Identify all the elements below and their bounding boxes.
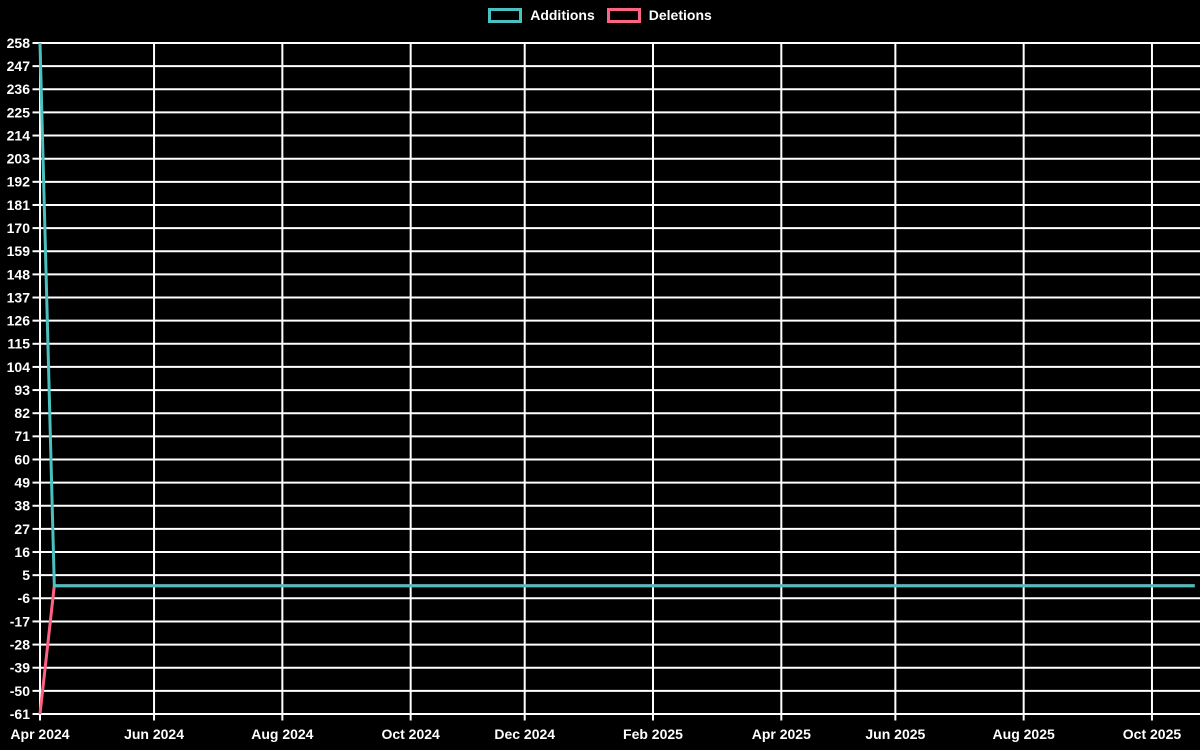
svg-text:236: 236 [7,81,31,97]
svg-text:38: 38 [14,498,30,514]
legend-item-deletions[interactable]: Deletions [606,7,712,23]
svg-text:-50: -50 [10,683,30,699]
deletions-swatch-icon [606,8,641,23]
svg-text:247: 247 [7,58,31,74]
svg-text:Feb 2025: Feb 2025 [623,726,683,742]
svg-text:126: 126 [7,313,31,329]
svg-text:16: 16 [14,544,30,560]
svg-text:-6: -6 [18,590,31,606]
additions-swatch-icon [488,8,523,23]
svg-text:Aug 2024: Aug 2024 [251,726,313,742]
svg-text:82: 82 [14,405,30,421]
svg-text:5: 5 [22,567,30,583]
svg-text:49: 49 [14,475,30,491]
svg-text:192: 192 [7,174,31,190]
svg-text:Jun 2024: Jun 2024 [124,726,184,742]
svg-text:71: 71 [14,428,30,444]
svg-text:203: 203 [7,151,31,167]
legend-label-additions: Additions [530,7,595,23]
svg-text:Oct 2024: Oct 2024 [381,726,440,742]
svg-text:148: 148 [7,266,31,282]
svg-text:Jun 2025: Jun 2025 [865,726,925,742]
svg-text:-28: -28 [10,636,30,652]
legend-item-additions[interactable]: Additions [488,8,595,23]
svg-text:170: 170 [7,220,31,236]
svg-text:115: 115 [7,336,30,352]
svg-text:60: 60 [14,451,30,467]
svg-text:Oct 2025: Oct 2025 [1123,726,1182,742]
svg-text:Dec 2024: Dec 2024 [494,726,555,742]
chart-legend: Additions Deletions [0,8,1200,23]
svg-text:159: 159 [7,243,31,259]
svg-text:27: 27 [14,521,30,537]
svg-text:104: 104 [7,359,31,375]
svg-text:Apr 2025: Apr 2025 [752,726,811,742]
svg-text:-61: -61 [10,706,30,722]
svg-text:-39: -39 [10,660,30,676]
svg-text:Aug 2025: Aug 2025 [993,726,1055,742]
svg-text:Apr 2024: Apr 2024 [10,726,69,742]
svg-text:181: 181 [7,197,31,213]
svg-text:93: 93 [14,382,30,398]
svg-text:258: 258 [7,35,31,51]
svg-text:137: 137 [7,289,31,305]
legend-label-deletions: Deletions [648,7,712,23]
svg-text:225: 225 [7,104,31,120]
svg-text:-17: -17 [10,613,30,629]
svg-text:214: 214 [7,127,31,143]
